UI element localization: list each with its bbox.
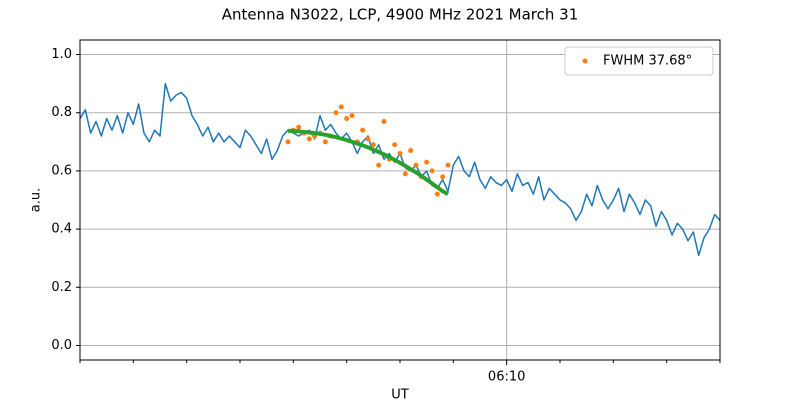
data-point <box>296 124 302 130</box>
legend-box <box>564 46 714 76</box>
x-tick-label: 06:10 <box>488 370 525 385</box>
data-point <box>397 150 403 156</box>
y-tick-label: 0.4 <box>51 222 72 237</box>
data-point <box>440 174 446 180</box>
data-point <box>322 139 328 145</box>
legend-marker <box>582 58 588 64</box>
legend-label: FWHM 37.68° <box>603 54 692 69</box>
y-tick-label: 0.8 <box>51 105 72 120</box>
y-tick-label: 0.6 <box>51 163 72 178</box>
data-point <box>413 162 419 168</box>
data-point <box>338 104 344 110</box>
chart-title: Antenna N3022, LCP, 4900 MHz 2021 March … <box>222 6 579 24</box>
data-point <box>402 171 408 177</box>
data-point <box>381 118 387 124</box>
plot-frame <box>79 39 721 361</box>
data-point <box>285 139 291 145</box>
data-point <box>376 162 382 168</box>
data-point <box>344 116 350 122</box>
data-point <box>445 162 451 168</box>
data-point <box>333 110 339 116</box>
y-axis-label: a.u. <box>29 188 44 212</box>
y-tick-label: 0.0 <box>51 338 72 353</box>
x-axis-label: UT <box>391 388 409 400</box>
data-point <box>408 148 414 154</box>
y-tick-label: 1.0 <box>51 47 72 62</box>
data-line <box>287 128 449 196</box>
data-point <box>365 136 371 142</box>
data-point <box>392 142 398 148</box>
data-point <box>434 191 440 197</box>
data-point <box>370 142 376 148</box>
data-point <box>424 159 430 165</box>
data-point <box>360 127 366 133</box>
data-point <box>429 168 435 174</box>
y-tick-label: 0.2 <box>51 280 72 295</box>
data-point <box>306 136 312 142</box>
data-point <box>349 113 355 119</box>
